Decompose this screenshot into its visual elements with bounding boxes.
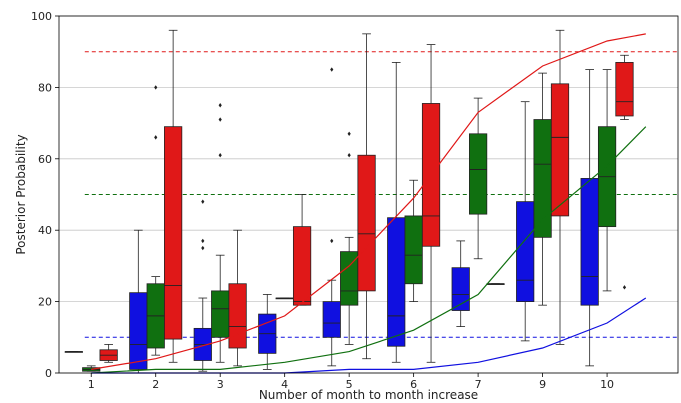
y-tick-label: 80 [38,81,52,94]
box-2-red [164,29,183,363]
box-4-blue [258,294,277,370]
y-tick-label: 20 [38,296,52,309]
outlier-point [201,199,205,204]
box-5-blue [322,67,341,367]
curve-red [91,33,646,370]
box-9-blue [516,101,535,342]
x-tick-label: 4 [281,378,288,391]
box-10-green [597,69,617,292]
box-body [322,301,341,338]
outlier-point [154,135,158,140]
y-tick-label: 60 [38,153,52,166]
box-body [550,83,570,217]
box-2-green [146,85,165,356]
outlier-point [218,103,222,108]
box-body [164,126,183,340]
box-10-blue [580,69,599,367]
outlier-point [218,117,222,122]
box-9-green [533,72,552,306]
x-tick-label: 9 [539,378,546,391]
box-7-green [469,97,488,260]
box-7-red [486,283,505,285]
box-2-blue [129,229,148,374]
x-axis-ticks: 1 2 3 4 5 6 7 9 10 [88,373,614,391]
box-body [451,267,470,311]
box-5-green [340,131,359,345]
box-10-red [615,54,634,290]
box-body [615,62,634,117]
x-tick-label: 6 [410,378,417,391]
y-axis-label: Posterior Probability [14,134,28,254]
outlier-point [347,153,351,158]
box-body [516,201,535,302]
box-body [580,178,599,306]
box-7-blue [451,240,470,327]
y-tick-label: 0 [45,367,52,380]
x-axis-label: Number of month to month increase [259,388,478,402]
box-body [404,215,423,285]
y-tick-label: 100 [31,10,52,23]
box-5-red [357,33,376,360]
x-tick-label: 5 [346,378,353,391]
box-1-red [99,344,118,363]
x-tick-label: 2 [152,378,159,391]
x-tick-label: 1 [88,378,95,391]
box-body [357,154,376,292]
x-tick-label: 7 [475,378,482,391]
outlier-point [201,238,205,244]
curve-green [91,126,647,374]
box-3-green [211,103,230,363]
box-6-blue [387,62,406,363]
box-body [211,290,230,338]
y-axis-ticks: 0 20 40 60 80 100 [31,10,59,380]
outlier-point [622,285,627,290]
y-tick-label: 40 [38,224,52,237]
reference-lines [84,51,678,338]
box-3-red [228,229,247,367]
outlier-point [154,85,158,90]
box-4-green [275,297,294,300]
x-tick-label: 3 [217,378,224,391]
box-9-red [550,29,570,345]
x-tick-label: 10 [600,378,614,391]
outlier-point [330,238,334,244]
plot-frame [58,15,679,374]
outlier-point [330,67,334,72]
box-6-green [404,179,423,303]
box-4-red [292,194,312,306]
box-body [228,283,247,349]
box-body [292,226,312,306]
outlier-point [218,153,222,158]
box-body [469,133,488,215]
box-1-blue [64,351,83,353]
outlier-point [347,131,351,137]
box-body [129,292,148,370]
box-6-red [421,44,441,363]
outlier-point [201,245,205,251]
box-body [387,217,406,347]
boxes-layer [64,29,634,374]
